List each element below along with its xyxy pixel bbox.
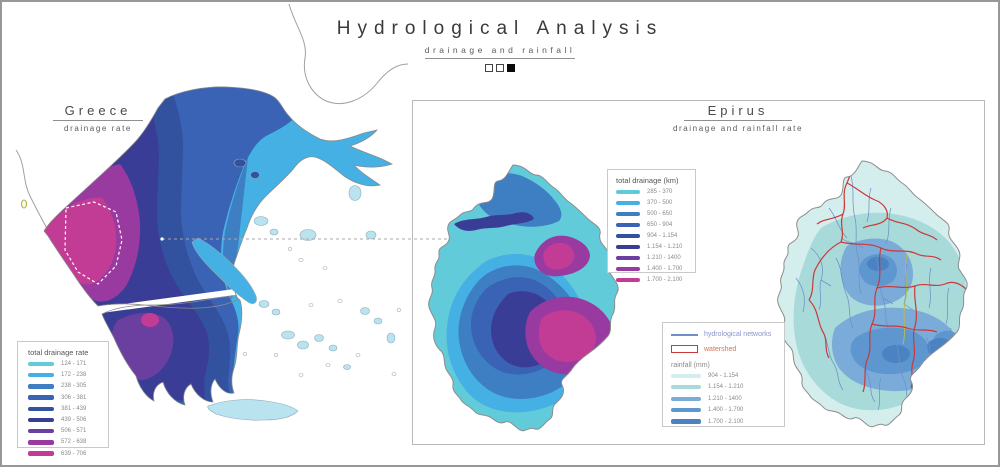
legend-swatch bbox=[616, 255, 640, 261]
page-indicator-square-2[interactable] bbox=[507, 64, 515, 72]
greece-coastline bbox=[15, 3, 409, 231]
legend-swatch bbox=[28, 384, 54, 389]
legend-swatch bbox=[616, 244, 640, 250]
title-underline bbox=[425, 58, 575, 59]
legend-swatch bbox=[616, 266, 640, 272]
legend-swatch bbox=[616, 233, 640, 239]
legend-item: 381 - 439 bbox=[28, 406, 104, 412]
legend-item: 1.210 - 1400 bbox=[616, 255, 691, 261]
legend-item: 172 - 238 bbox=[28, 372, 104, 378]
legend-item: 904 - 1.154 bbox=[671, 373, 780, 379]
connector-origin-dot bbox=[160, 237, 164, 241]
epirus-subtitle: drainage and rainfall rate bbox=[672, 124, 804, 133]
legend-item: 1.154 - 1.210 bbox=[671, 384, 780, 390]
legend-item: 1.154 - 1.210 bbox=[616, 244, 691, 250]
page-indicator bbox=[2, 64, 998, 72]
legend-swatch bbox=[616, 222, 640, 228]
greece-title: Greece bbox=[64, 103, 132, 118]
legend-item: 500 - 650 bbox=[616, 211, 691, 217]
page-title: Hydrological Analysis bbox=[336, 18, 664, 39]
network-label: hydrological networks bbox=[704, 331, 772, 338]
corfu-islet bbox=[21, 199, 27, 209]
epirus-section-label: Epirus drainage and rainfall rate bbox=[654, 103, 822, 133]
page-indicator-square-1[interactable] bbox=[496, 64, 504, 72]
network-line-swatch bbox=[671, 333, 698, 336]
legend-swatch bbox=[28, 395, 54, 400]
highlighted-river-line bbox=[902, 253, 908, 345]
legend-swatch bbox=[616, 189, 640, 195]
legend-item: 650 - 904 bbox=[616, 222, 691, 228]
legend-item: 1.400 - 1.700 bbox=[671, 407, 780, 413]
greece-drainage-legend: total drainage rate 124 - 171 172 - 238 … bbox=[17, 341, 109, 457]
page-indicator-square-0[interactable] bbox=[485, 64, 493, 72]
page-subtitle: drainage and rainfall bbox=[424, 45, 576, 55]
legend-title: total drainage (km) bbox=[616, 176, 679, 185]
legend-item: 124 - 171 bbox=[28, 361, 104, 367]
watershed-label: watershed bbox=[704, 345, 737, 353]
legend-item: 904 - 1.154 bbox=[616, 233, 691, 239]
legend-item: 285 - 370 bbox=[616, 189, 691, 195]
legend-item: 1.700 - 2.100 bbox=[671, 419, 780, 425]
legend-item: 572 - 638 bbox=[28, 439, 104, 445]
header: Hydrological Analysis drainage and rainf… bbox=[2, 18, 998, 72]
epirus-drainage-map bbox=[428, 164, 619, 432]
legend-item: 370 - 500 bbox=[616, 200, 691, 206]
epirus-map-legend: hydrological networks watershed rainfall… bbox=[662, 322, 785, 427]
legend-swatch bbox=[671, 419, 701, 424]
greece-underline bbox=[53, 120, 143, 121]
legend-swatch bbox=[671, 385, 701, 390]
legend-item: 439 - 506 bbox=[28, 417, 104, 423]
epirus-detail-box bbox=[412, 100, 985, 445]
aegean-islands bbox=[191, 158, 402, 421]
legend-item: 1.700 - 2.100 bbox=[616, 277, 691, 283]
watershed-boundaries bbox=[808, 167, 968, 393]
legend-item: 306 - 381 bbox=[28, 395, 104, 401]
legend-swatch bbox=[28, 451, 54, 456]
epirus-underline bbox=[684, 120, 792, 121]
network-legend-item: hydrological networks bbox=[671, 331, 780, 338]
legend-item: 1.400 - 1.700 bbox=[616, 266, 691, 272]
legend-swatch bbox=[28, 372, 54, 378]
legend-swatch bbox=[616, 211, 640, 217]
legend-item: 639 - 706 bbox=[28, 451, 104, 457]
legend-swatch bbox=[671, 408, 701, 413]
epirus-drainage-legend: total drainage (km) 285 - 370 370 - 500 … bbox=[607, 169, 696, 283]
legend-item: 238 - 305 bbox=[28, 383, 104, 389]
watershed-rect-swatch bbox=[671, 345, 698, 353]
legend-swatch bbox=[28, 428, 54, 434]
legend-title: total drainage rate bbox=[28, 348, 89, 357]
rainfall-legend-title: rainfall (mm) bbox=[671, 362, 710, 369]
epirus-title: Epirus bbox=[707, 103, 769, 118]
legend-swatch bbox=[671, 396, 701, 401]
legend-swatch bbox=[616, 277, 640, 283]
legend-swatch bbox=[616, 200, 640, 206]
legend-swatch bbox=[671, 373, 701, 379]
legend-item: 506 - 571 bbox=[28, 428, 104, 434]
greece-section-label: Greece drainage rate bbox=[50, 103, 146, 133]
legend-item: 1.210 - 1400 bbox=[671, 396, 780, 402]
watershed-legend-item: watershed bbox=[671, 345, 780, 353]
legend-swatch bbox=[28, 406, 54, 411]
legend-swatch bbox=[28, 361, 54, 367]
legend-swatch bbox=[28, 417, 54, 423]
legend-swatch bbox=[28, 440, 54, 445]
greece-subtitle: drainage rate bbox=[64, 124, 132, 133]
